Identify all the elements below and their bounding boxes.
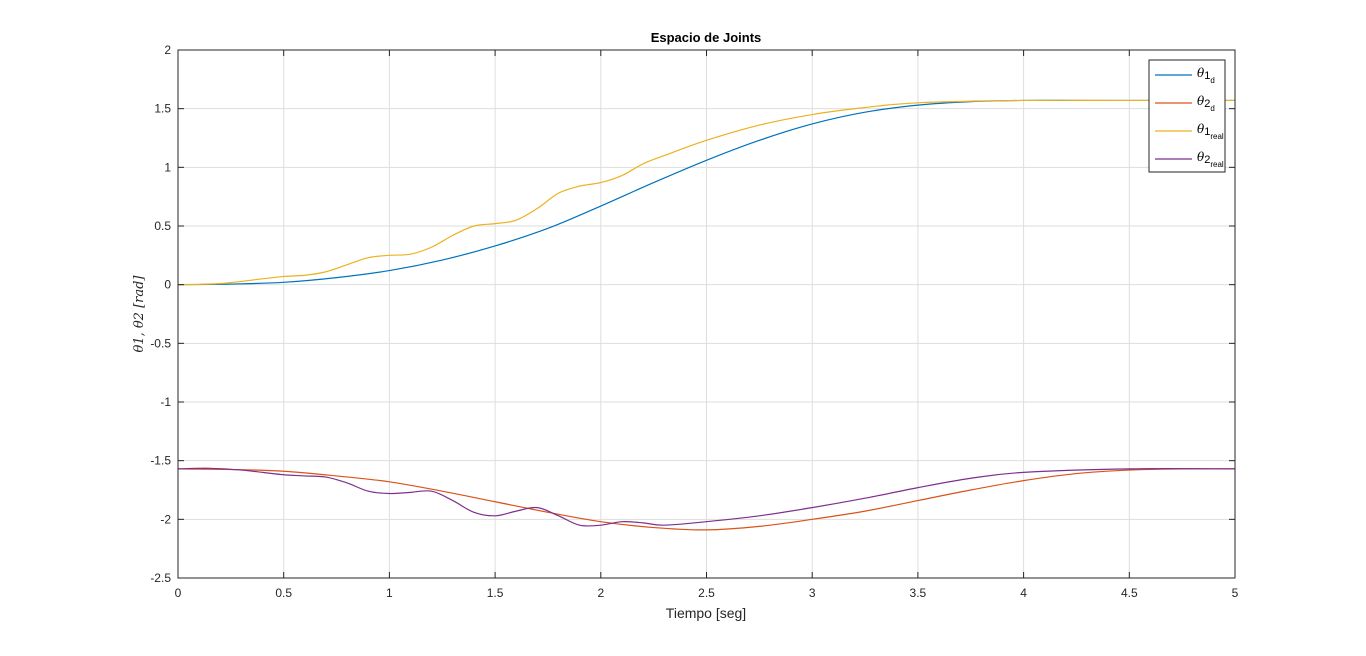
x-axis-label: Tiempo [seg]: [666, 605, 746, 621]
chart-title: Espacio de Joints: [651, 30, 762, 45]
y-axis-label: θ1, θ2 [rad]: [132, 275, 147, 353]
y-tick-label: 0: [164, 278, 171, 292]
x-tick-label: 5: [1232, 586, 1239, 600]
legend-entry: θ2d: [1197, 94, 1215, 113]
legend: θ1d θ2d θ1real θ2real: [1148, 59, 1226, 173]
legend-box: [1148, 59, 1226, 173]
x-tick-label: 2: [597, 586, 604, 600]
y-tick-label: -2.5: [150, 571, 171, 585]
x-tick-label: 1: [386, 586, 393, 600]
x-tick-label: 4.5: [1121, 586, 1138, 600]
x-tick-label: 4: [1020, 586, 1027, 600]
y-tick-label: 2: [164, 43, 171, 57]
series-line-3: [177, 99, 1235, 286]
ticks: [177, 49, 1236, 579]
x-tick-label: 2.5: [698, 586, 715, 600]
y-tick-label: 0.5: [154, 219, 171, 233]
y-tick-label: 1.5: [154, 102, 171, 116]
y-tick-label: -1: [160, 395, 171, 409]
series-line-2: [177, 468, 1236, 531]
plot-lines: [177, 99, 1236, 531]
x-tick-label: 1.5: [487, 586, 504, 600]
y-tick-label: -0.5: [150, 336, 171, 350]
series-line-4: [177, 467, 1236, 527]
x-tick-label: 0: [175, 586, 182, 600]
x-tick-label: 0.5: [275, 586, 292, 600]
x-tick-label: 3: [809, 586, 816, 600]
y-tick-label: -1.5: [150, 454, 171, 468]
legend-entry: θ1d: [1197, 66, 1215, 85]
y-tick-label: -2: [160, 512, 171, 526]
y-tick-label: 1: [164, 160, 171, 174]
legend-entry: θ1real: [1197, 122, 1224, 141]
tick-labels: 0 0.5 1 1.5 2 2.5 3 3.5 4 4.5 5 -2.5 -2 -1.5 -1 -0.5 0 0.…: [150, 43, 1238, 600]
x-tick-label: 3.5: [910, 586, 927, 600]
legend-entry: θ2real: [1197, 150, 1224, 169]
